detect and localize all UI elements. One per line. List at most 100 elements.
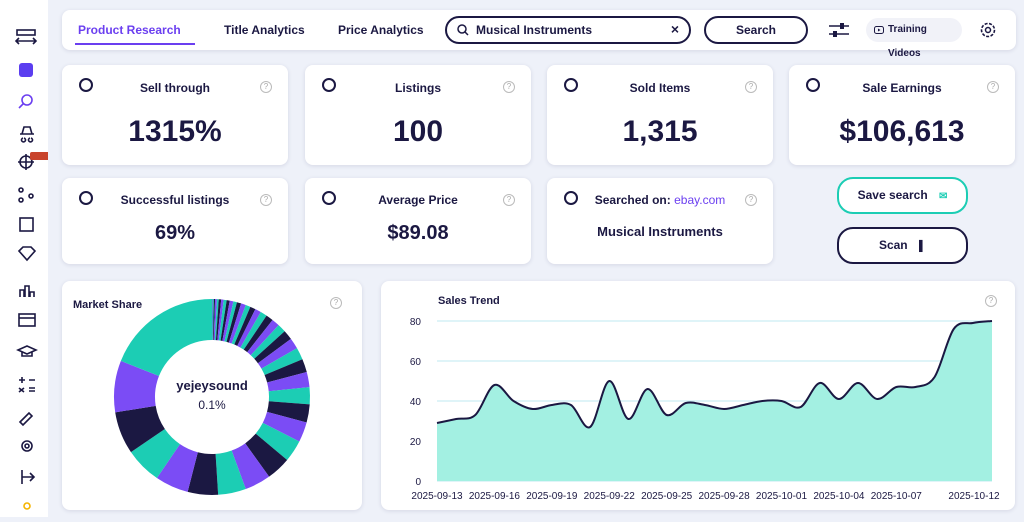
- search-icon: [457, 24, 469, 36]
- x-tick-label: 2025-10-04: [813, 491, 865, 502]
- save-search-button[interactable]: Save search ✉: [837, 177, 968, 214]
- tab-active[interactable]: Product Research: [78, 23, 181, 37]
- search-box[interactable]: Musical Instruments ×: [445, 16, 691, 44]
- x-tick-label: 2025-09-16: [469, 491, 521, 502]
- save-search-label: Save search: [857, 188, 928, 202]
- donut-slice: [226, 302, 242, 343]
- card-icon: [322, 191, 336, 205]
- training-videos[interactable]: Training Videos: [866, 18, 962, 59]
- card-title: Listings: [394, 81, 441, 95]
- stat-card: Sold Items 1,315?: [547, 65, 773, 165]
- card-site: ebay.com: [674, 193, 726, 207]
- stat-card: Average Price $89.08?: [305, 178, 531, 264]
- donut-slice: [217, 299, 224, 341]
- area: [437, 321, 992, 481]
- donut-slice: [215, 299, 222, 341]
- help-icon: ?: [260, 81, 272, 93]
- stat-card: Listings 100?: [305, 65, 531, 165]
- x-tick-label: 2025-09-22: [584, 491, 636, 502]
- help-icon: ?: [987, 81, 999, 93]
- donut-slice: [224, 301, 237, 342]
- donut-slice: [255, 422, 300, 460]
- card-icon: [564, 191, 578, 205]
- donut-slice: [156, 444, 198, 492]
- stat-card: Searched on: ebay.com Musical Instruments…: [547, 178, 773, 264]
- card-title: Searched on: ebay.com: [547, 193, 773, 207]
- donut-slice: [212, 299, 214, 341]
- donut-slice: [114, 360, 159, 413]
- card-value: Musical Instruments: [597, 224, 723, 239]
- help-icon: ?: [503, 81, 515, 93]
- chart-title: Market Share: [73, 299, 142, 311]
- card-value: $89.08: [387, 222, 449, 244]
- y-tick-label: 0: [415, 477, 421, 488]
- donut-slice: [215, 450, 246, 495]
- x-tick-label: 2025-10-07: [871, 491, 923, 502]
- top-bar: Product Research Title Analytics Price A…: [62, 10, 1016, 59]
- tab[interactable]: Title Analytics: [224, 23, 305, 37]
- donut-slice: [214, 299, 219, 341]
- card-title: Searched on:: [594, 193, 671, 207]
- donut-slice: [237, 309, 261, 348]
- x-tick-label: 2025-10-01: [756, 491, 808, 502]
- donut-slice: [250, 325, 285, 359]
- x-tick-label: 2025-10-12: [948, 491, 1000, 502]
- y-tick-label: 60: [410, 357, 422, 368]
- stat-card: Sale Earnings $106,613?: [789, 65, 1015, 165]
- donut-slice: [267, 401, 310, 423]
- help-icon: ?: [503, 194, 515, 206]
- donut-center-label: yejeysound: [176, 378, 248, 393]
- settings-icon[interactable]: [979, 21, 997, 39]
- help-icon: ?: [260, 194, 272, 206]
- card-title: Successful listings: [120, 193, 230, 207]
- tab[interactable]: Price Analytics: [338, 23, 424, 37]
- stat-card: Sell through 1315%?: [62, 65, 288, 165]
- scan-label: Scan: [878, 238, 908, 252]
- help-icon: ?: [745, 194, 757, 206]
- help-icon: ?: [745, 81, 757, 93]
- donut-slice: [187, 452, 219, 496]
- donut-slice: [231, 305, 251, 345]
- donut-slice: [213, 299, 217, 341]
- clear-icon[interactable]: ×: [670, 21, 679, 37]
- training-videos-label: Training Videos: [888, 24, 927, 59]
- donut-slice: [130, 429, 180, 479]
- filter-icon[interactable]: [828, 22, 850, 38]
- card-value: 69%: [154, 222, 196, 244]
- card-icon: [79, 78, 93, 92]
- donut-slice: [234, 306, 256, 346]
- chart-title: Sales Trend: [438, 295, 500, 307]
- line: [436, 320, 993, 429]
- donut-slice: [262, 411, 307, 442]
- donut-slice: [247, 319, 279, 356]
- donut-slice: [245, 433, 288, 477]
- donut-slice: [218, 299, 227, 341]
- donut-slice: [254, 331, 291, 364]
- card-icon: [79, 191, 93, 205]
- card-icon: [564, 78, 578, 92]
- donut-slice: [115, 405, 165, 453]
- card-title: Sell through: [140, 81, 210, 95]
- donut-center-value: 0.1%: [198, 398, 226, 412]
- donut-slice: [264, 359, 307, 383]
- play-icon: [874, 26, 884, 34]
- card-title: Average Price: [378, 193, 458, 207]
- donut-slice: [231, 443, 270, 489]
- card-value: $106,613: [839, 115, 965, 148]
- donut-slice: [268, 387, 311, 405]
- y-tick-label: 80: [410, 317, 422, 328]
- card-value: 100: [392, 115, 444, 148]
- y-tick-label: 20: [410, 437, 422, 448]
- donut-slice: [213, 299, 216, 341]
- donut-slice: [267, 372, 310, 392]
- card-value: 1,315: [622, 115, 698, 148]
- scan-button[interactable]: Scan ▌: [837, 227, 968, 264]
- card-icon: [806, 78, 820, 92]
- donut-slice: [220, 300, 230, 341]
- search-button[interactable]: Search: [704, 16, 808, 44]
- search-query: Musical Instruments: [476, 23, 593, 37]
- card-title: Sale Earnings: [862, 81, 942, 95]
- donut-slice: [240, 312, 267, 350]
- donut-slice: [243, 315, 273, 353]
